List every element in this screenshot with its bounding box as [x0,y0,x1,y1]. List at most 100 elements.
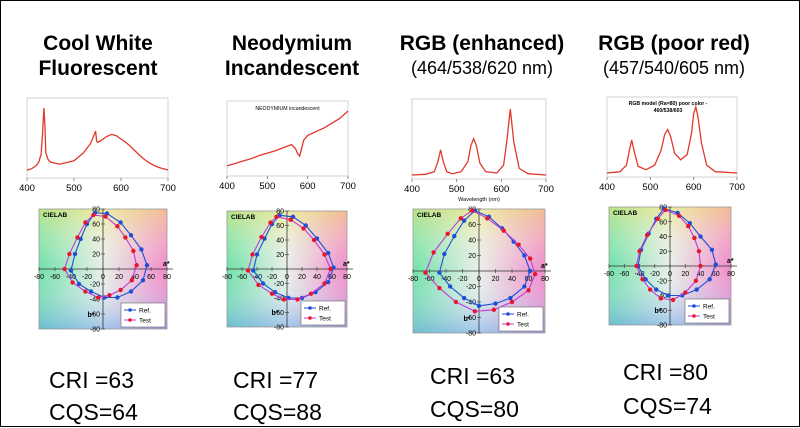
legend-ref-label: Ref. [139,308,151,315]
spectrum-line [411,108,547,176]
b-tick-label: 40 [468,238,476,245]
ref-series-point [694,287,699,292]
test-series-point [91,212,96,218]
b-axis-label: b* [88,312,95,319]
cielab-chart: CIELAB-80-60-40-2002040608080604020-20-4… [604,205,737,330]
panel-rgb-poor-red: RGB (poor red) (457/540/605 nm) 400 500 60… [579,1,769,428]
ref-series-point [68,268,74,273]
test-series-point [683,290,688,295]
test-series-point [527,256,533,261]
a-tick-label: -80 [34,274,44,281]
spectrum-chart: 400 500 600 700 Wavelength (nm) [404,98,554,203]
legend-ref-label: Ref. [319,306,331,313]
test-series-point [83,220,88,225]
ref-series-point [654,287,659,292]
b-tick-label: -20 [657,278,667,285]
ref-series-point [508,295,513,301]
test-series-point [131,248,136,254]
ref-series-point [139,247,144,252]
test-series-point [445,231,450,236]
panel-title-line1: RGB (enhanced) [399,32,565,55]
b-tick-label: 40 [92,237,100,244]
spectrum-line [26,107,169,171]
cqs-value: CQS=64 [49,399,138,425]
test-series-point [134,263,139,268]
a-tick-label: -60 [619,271,629,278]
test-series-point [70,280,75,285]
legend-ref-label: Ref. [517,312,529,319]
a-tick-label: 60 [525,276,533,283]
test-series-point [637,249,642,254]
test-series-point [640,277,645,282]
a-axis-label: a* [343,261,350,268]
b-tick-label: 60 [92,222,100,229]
test-series-point [123,235,128,240]
b-tick-label: -60 [90,312,100,319]
spectrum-tick-label: 500 [259,181,275,192]
a-tick-label: 20 [298,274,306,281]
legend-box [300,300,346,326]
a-tick-label: 20 [115,274,123,281]
test-series-point [532,271,538,277]
legend-test-label: Test [703,314,715,321]
test-series-point [115,224,120,229]
a-tick-label: 40 [508,276,516,283]
ref-series-point [476,303,482,309]
test-series-point [516,242,521,247]
legend-ref-marker [308,306,312,310]
cqs-value: CQS=74 [623,393,712,419]
legend-test-marker [692,314,696,318]
ref-series-point [118,220,123,225]
spectrum-tick-label: 700 [729,182,745,193]
b-tick-label: -20 [90,282,100,289]
spectrum-chart: 400 500 600 700 RGB model (Ra=80) poor color… [599,96,745,193]
spectrum-line [226,110,349,167]
spectrum-tick-label: 700 [160,183,176,194]
panel-rgb-enhanced: RGB (enhanced) (464/538/620 nm) 400 500 60… [387,1,577,428]
a-axis-label: a* [727,258,734,265]
spectrum-tick-label: 500 [66,183,82,194]
test-series-point [526,288,531,293]
spectrum-caption: 460/538/603 [654,108,683,114]
b-tick-label: 20 [92,252,100,259]
a-tick-label: -60 [50,274,60,281]
a-tick-label: 60 [328,274,336,281]
b-tick-label: 60 [276,223,284,230]
test-series-point [647,287,653,292]
test-series-point [509,299,515,305]
spectrum-line [606,104,738,174]
a-tick-label: -40 [252,274,262,281]
legend-box [498,306,544,332]
test-series-point [311,237,317,243]
a-tick-label: 20 [492,276,500,283]
b-tick-label: 20 [659,249,667,256]
test-series-point [256,282,261,288]
ref-series-point [251,268,256,273]
ref-series-point [115,295,120,300]
test-series-point [259,234,264,240]
ref-series-point [437,270,442,275]
spectrum-tick-label: 600 [113,183,129,194]
cri-value: CRI =77 [233,367,319,393]
a-tick-label: 80 [343,274,351,281]
legend-ref-label: Ref. [703,304,715,311]
b-tick-label: 60 [468,222,476,229]
ref-series-point [326,250,331,256]
spectrum-plot-area [226,100,349,177]
panel-title-line2: (464/538/620 nm) [410,58,554,78]
test-series-point [322,252,327,257]
ref-series-point [140,278,146,283]
test-series-point [501,228,506,233]
spectrum-tick-label: 500 [642,182,658,193]
test-series-point [655,216,660,221]
panel-title-line1: Cool White [43,32,153,55]
test-series-point [693,278,699,283]
legend-box [684,298,730,324]
panel-title-line2: Fluorescent [38,57,158,80]
spectrum-caption: RGB model (Ra=80) poor color - [629,101,708,107]
test-series-point [308,291,314,296]
ref-series-point [326,279,331,285]
legend-test-marker [308,316,312,320]
ref-series-point [447,284,453,289]
